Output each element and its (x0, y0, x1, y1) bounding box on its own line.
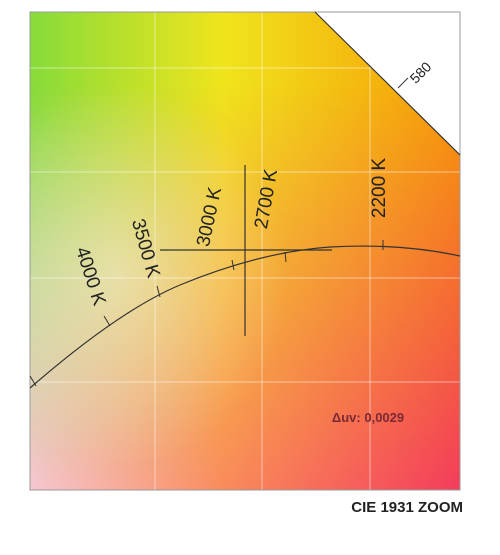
wavelength-tick (397, 77, 409, 89)
cct-tick (156, 285, 161, 298)
plot-border (29, 11, 461, 491)
delta-uv: Δuv: 0,0029 (332, 410, 404, 425)
plot-area: 580 4000 K 3500 K 3000 K 2700 K 2200 K Δ… (29, 11, 461, 491)
spectral-locus (314, 11, 461, 156)
cct-tick (231, 259, 235, 271)
planckian-locus (29, 245, 461, 389)
diagram-title: CIE 1931 ZOOM (351, 499, 463, 516)
cct-label: 2200 K (369, 158, 390, 219)
cct-tick (284, 251, 287, 263)
cct-tick (29, 375, 37, 387)
cct-tick (103, 315, 111, 327)
